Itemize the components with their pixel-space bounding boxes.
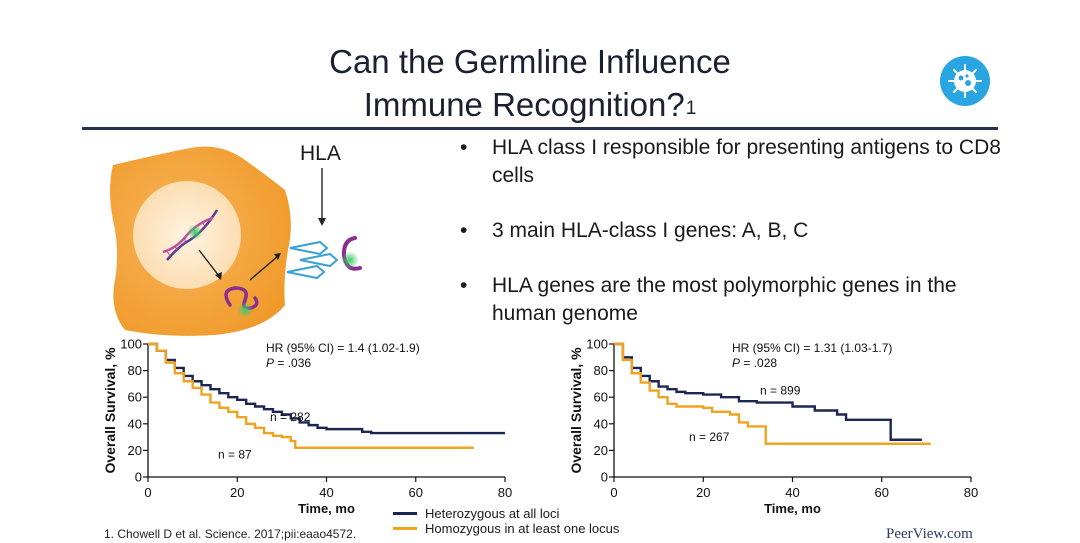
hla-label: HLA [300,142,341,165]
legend-label: Homozygous in at least one locus [425,521,620,536]
y-tick-label: 0 [601,470,608,485]
chart-legend: Heterozygous at all loci Homozygous in a… [393,506,619,536]
x-tick-label: 20 [696,485,710,500]
cell-illustration: HLA [95,130,455,342]
bullet-text: HLA genes are the most polymorphic genes… [492,274,957,325]
bullet-item: • 3 main HLA-class I genes: A, B, C [456,217,1016,245]
bullet-item: • HLA genes are the most polymorphic gene… [456,272,1016,328]
peptide-icon [224,286,259,318]
series-line-heterozygous [148,342,505,435]
title-line-2-text: Immune Recognition? [363,86,685,123]
x-tick-label: 0 [144,485,151,500]
legend-label: Heterozygous at all loci [425,506,560,521]
hla-receptor-icon [286,240,339,280]
n-label: n = 899 [760,384,801,398]
y-tick-label: 80 [128,363,142,378]
bullet-list: • HLA class I responsible for presenting … [456,134,1016,355]
bullet-text: HLA class I responsible for presenting a… [492,136,1001,187]
survival-chart-left: 0 20 40 60 80 100 0 20 40 60 80 Time, mo Overall Sur… [102,337,512,517]
bullet-text: 3 main HLA-class I genes: A, B, C [492,219,809,242]
x-tick-label: 60 [409,485,423,500]
x-axis-label: Time, mo [764,501,821,516]
y-tick-label: 40 [128,416,142,431]
x-tick-label: 80 [498,485,512,500]
y-axis-label: Overall Survival, % [568,347,584,474]
survival-chart-right: 0 20 40 60 80 100 0 20 40 60 80 Time, mo Overall Sur… [568,337,978,517]
virus-cell-icon [940,56,990,106]
p-value-annotation: P = .036 [266,356,311,370]
citation: 1. Chowell D et al. Science. 2017;pii:ea… [104,527,357,541]
y-tick-label: 100 [586,337,608,352]
legend-item-heterozygous: Heterozygous at all loci [393,506,619,521]
bullet-mark: • [460,136,468,159]
y-tick-label: 60 [128,390,142,405]
title-line-2: Immune Recognition?1 [230,83,830,126]
x-tick-label: 80 [964,485,978,500]
legend-swatch [393,527,417,530]
x-tick-label: 0 [610,485,617,500]
n-label: n = 87 [218,447,252,461]
n-label: n = 267 [689,430,730,444]
hr-annotation: HR (95% CI) = 1.31 (1.03-1.7) [732,341,892,355]
slide-title: Can the Germline Influence Immune Recogn… [230,40,830,126]
x-tick-label: 20 [230,485,244,500]
x-tick-label: 40 [319,485,333,500]
bullet-item: • HLA class I responsible for presenting … [456,134,1016,190]
dna-icon [162,209,219,261]
series-line-homozygous [614,342,931,445]
series-line-heterozygous [614,342,922,441]
y-axis-label: Overall Survival, % [102,347,118,474]
y-tick-label: 80 [594,363,608,378]
x-tick-label: 60 [875,485,889,500]
title-superscript: 1 [685,98,697,119]
y-tick-label: 40 [594,416,608,431]
legend-item-homozygous: Homozygous in at least one locus [393,521,619,536]
brand-logo: PeerView.com [886,526,973,542]
p-value-annotation: P = .028 [732,356,777,370]
bullet-mark: • [460,219,468,242]
y-tick-label: 20 [128,443,142,458]
title-line-1: Can the Germline Influence [329,43,731,80]
x-axis-label: Time, mo [298,501,355,516]
legend-swatch [393,512,417,515]
x-tick-label: 40 [785,485,799,500]
y-tick-label: 0 [135,470,142,485]
y-tick-label: 60 [594,390,608,405]
y-tick-label: 100 [120,337,142,352]
hr-annotation: HR (95% CI) = 1.4 (1.02-1.9) [266,341,420,355]
bullet-mark: • [460,274,468,297]
series-line-homozygous [148,342,474,449]
title-divider [82,127,998,130]
n-label: n = 282 [270,410,311,424]
y-tick-label: 20 [594,443,608,458]
